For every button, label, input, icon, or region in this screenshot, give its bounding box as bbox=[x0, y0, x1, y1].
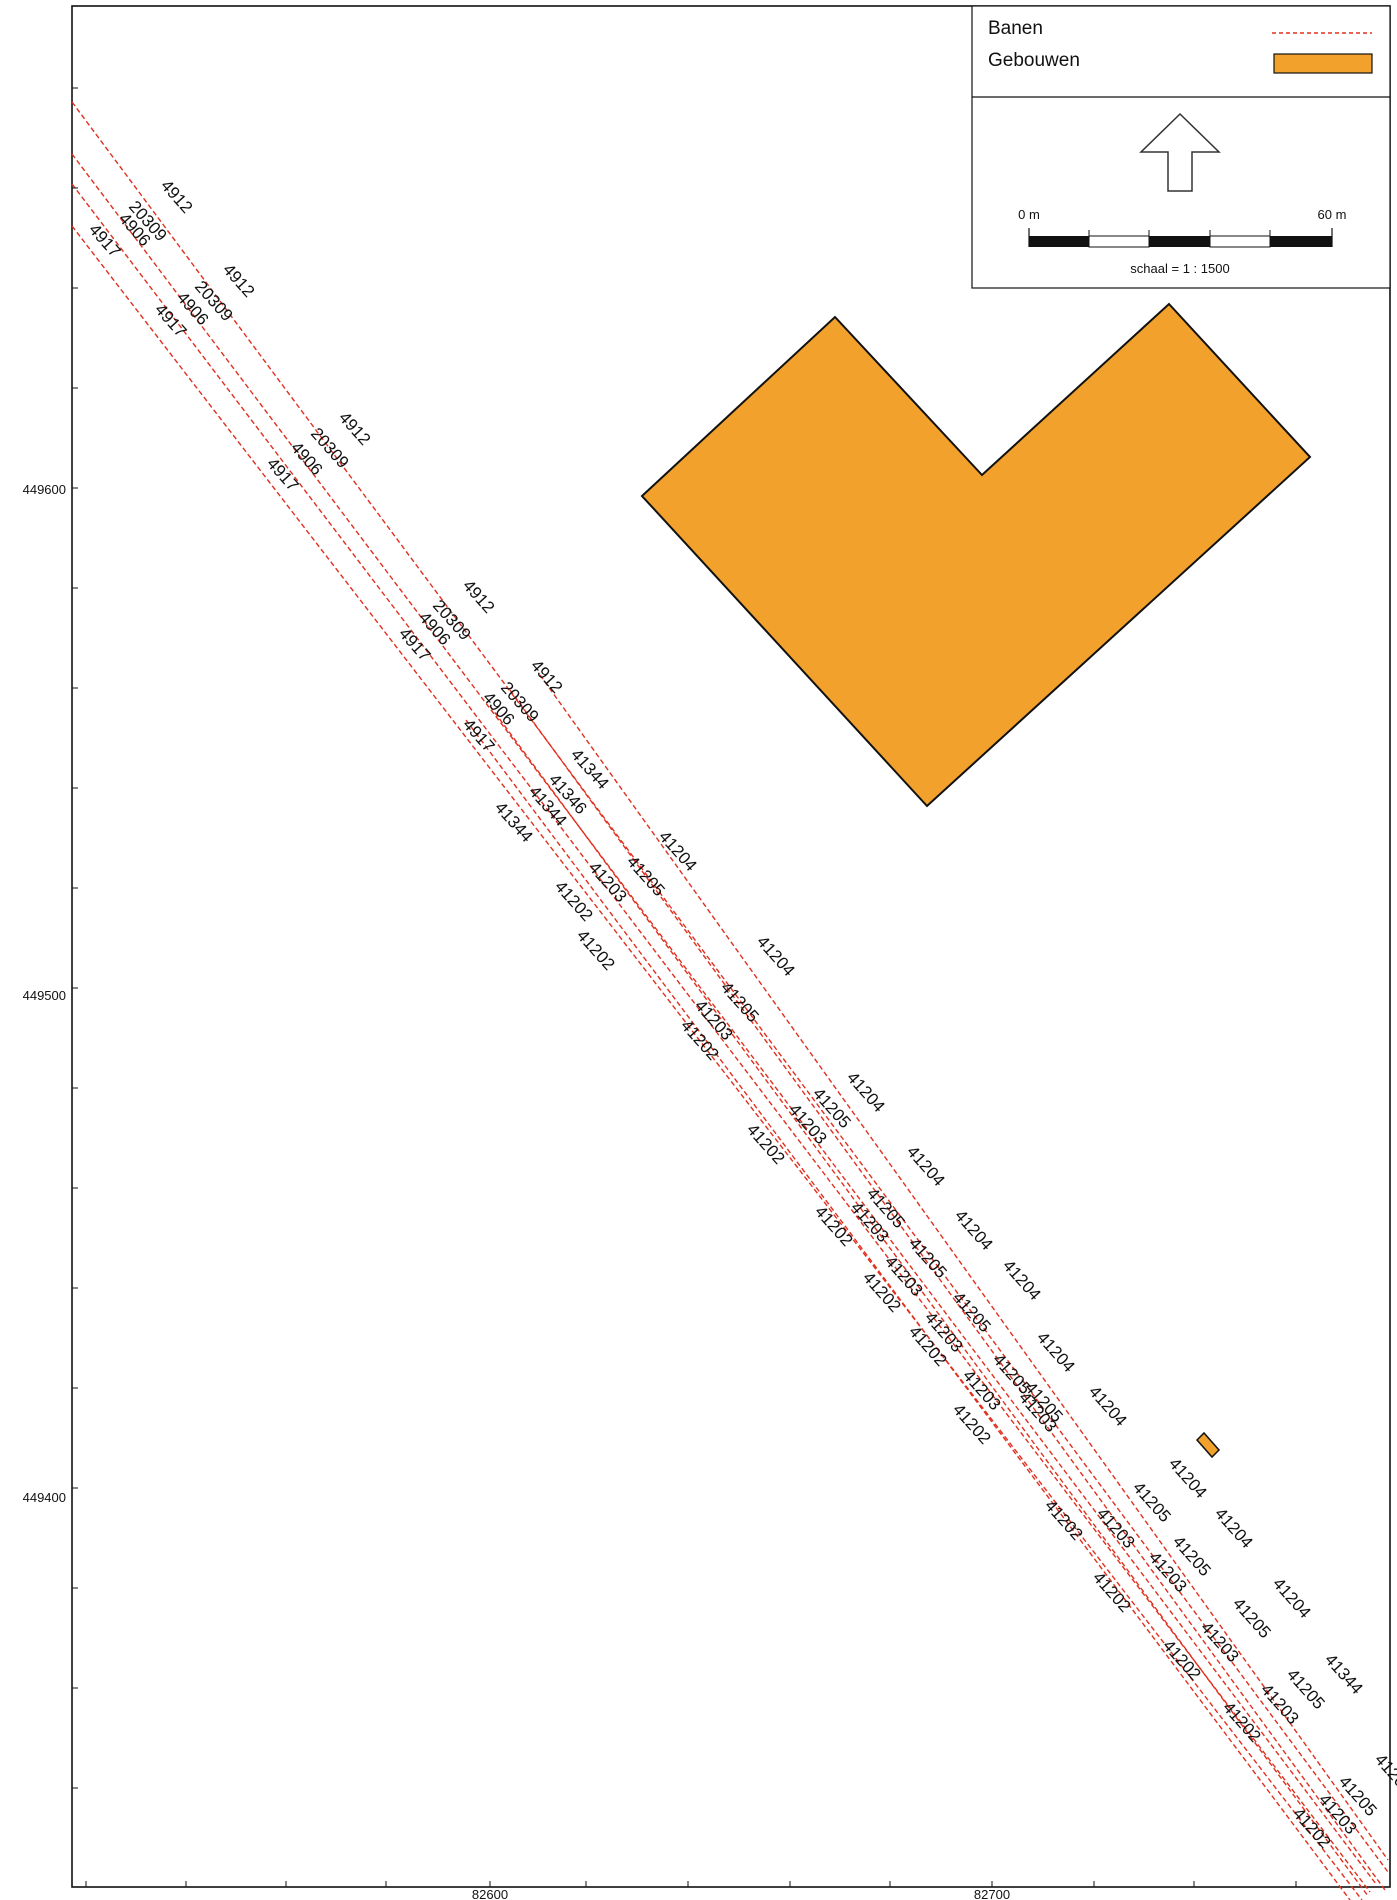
track-line-4917[interactable] bbox=[71, 225, 1363, 1900]
map-frame bbox=[71, 5, 1391, 1888]
legend-label-gebouwen: Gebouwen bbox=[988, 50, 1080, 71]
y-axis-label: 449400 bbox=[23, 1490, 66, 1505]
track-label: 41204 bbox=[1211, 1504, 1257, 1552]
track-label: 41202 bbox=[1219, 1698, 1265, 1746]
track-label: 41344 bbox=[1321, 1650, 1367, 1698]
track-label: 41204 bbox=[1269, 1574, 1315, 1622]
y-axis-label: 449500 bbox=[23, 988, 66, 1003]
track-line-41202[interactable] bbox=[465, 719, 1351, 1900]
track-label: 41205 bbox=[1229, 1594, 1275, 1642]
track-label: 41202 bbox=[573, 926, 619, 974]
y-axis-label: 449600 bbox=[23, 482, 66, 497]
track-label: 41204 bbox=[999, 1256, 1045, 1304]
track-label: 4912 bbox=[219, 260, 258, 301]
track-label: 41202 bbox=[551, 877, 597, 925]
track-label: 41202 bbox=[1041, 1496, 1087, 1544]
x-axis-label: 82700 bbox=[974, 1887, 1010, 1900]
track-label: 41204 bbox=[951, 1206, 997, 1254]
track-label: 41204 bbox=[1033, 1328, 1079, 1376]
legend-panel: Banen Gebouwen 0 m 60 m schaal = 1 : 150… bbox=[971, 5, 1391, 289]
track-line-20309[interactable] bbox=[71, 153, 1377, 1885]
track-label: 41204 bbox=[1371, 1750, 1397, 1798]
north-arrow-icon bbox=[1139, 112, 1221, 192]
track-line-41204[interactable] bbox=[539, 674, 1389, 1861]
building-l-shaped[interactable] bbox=[640, 302, 1312, 808]
track-label: 4912 bbox=[335, 408, 374, 449]
scale-end-label: 60 m bbox=[1318, 207, 1347, 222]
track-label: 41205 bbox=[949, 1288, 995, 1336]
track-label: 41202 bbox=[1089, 1568, 1135, 1616]
building-small[interactable] bbox=[1195, 1431, 1221, 1459]
track-label: 4912 bbox=[459, 576, 498, 617]
track-line-4906[interactable] bbox=[71, 183, 1371, 1893]
track-label: 41204 bbox=[1165, 1454, 1211, 1502]
track-line-41203[interactable] bbox=[489, 705, 1369, 1897]
track-label: 4917 bbox=[85, 220, 124, 261]
scale-start-label: 0 m bbox=[1018, 207, 1040, 222]
tracks-layer bbox=[71, 101, 1389, 1900]
track-label: 4912 bbox=[527, 656, 566, 697]
track-label: 41204 bbox=[843, 1068, 889, 1116]
track-label: 41204 bbox=[655, 827, 701, 875]
scale-bar: 0 m 60 m schaal = 1 : 1500 bbox=[1018, 207, 1346, 276]
track-label: 41204 bbox=[1085, 1382, 1131, 1430]
legend-symbol-gebouwen bbox=[1273, 53, 1373, 74]
track-label: 41204 bbox=[903, 1142, 949, 1190]
x-axis-label: 82600 bbox=[472, 1887, 508, 1900]
scale-ratio-label: schaal = 1 : 1500 bbox=[1130, 261, 1229, 276]
track-label: 41205 bbox=[1129, 1478, 1175, 1526]
track-label: 4912 bbox=[157, 176, 196, 217]
axis-layer bbox=[72, 87, 1297, 1887]
track-label: 41204 bbox=[753, 932, 799, 980]
x-axis-labels: 82600 82700 bbox=[472, 1887, 1010, 1900]
legend-label-banen: Banen bbox=[988, 18, 1043, 39]
y-axis-labels: 449600 449500 449400 bbox=[23, 482, 66, 1505]
